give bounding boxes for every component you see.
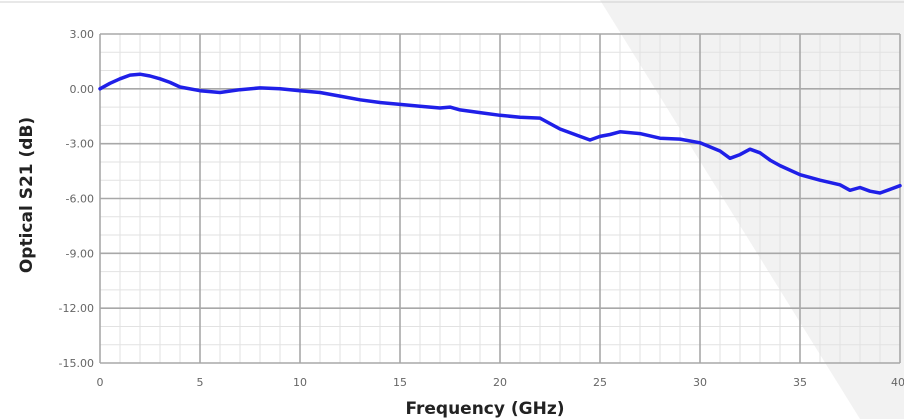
x-tick-label: 35 [793,376,807,389]
y-tick-label: -3.00 [66,138,94,151]
y-tick-label: 0.00 [70,83,95,96]
x-tick-label: 15 [393,376,407,389]
y-tick-label: -12.00 [59,302,94,315]
y-tick-label: 3.00 [70,28,95,41]
x-tick-label: 10 [293,376,307,389]
x-tick-label: 5 [197,376,204,389]
y-tick-label: -6.00 [66,193,94,206]
x-axis-tick-labels: 0 5 10 15 20 25 30 35 40 [97,376,904,389]
x-tick-label: 20 [493,376,507,389]
y-tick-label: -9.00 [66,247,94,260]
x-axis-title: Frequency (GHz) [405,399,564,419]
background-shading [600,0,904,419]
y-axis-tick-labels: 3.00 0.00 -3.00 -6.00 -9.00 -12.00 -15.00 [59,28,94,370]
x-tick-label: 30 [693,376,707,389]
x-tick-label: 40 [891,376,904,389]
y-axis-title: Optical S21 (dB) [17,117,37,273]
chart-grid [99,33,901,364]
y-tick-label: -15.00 [59,357,94,370]
x-tick-label: 0 [97,376,104,389]
series-line [98,72,902,195]
x-tick-label: 25 [593,376,607,389]
